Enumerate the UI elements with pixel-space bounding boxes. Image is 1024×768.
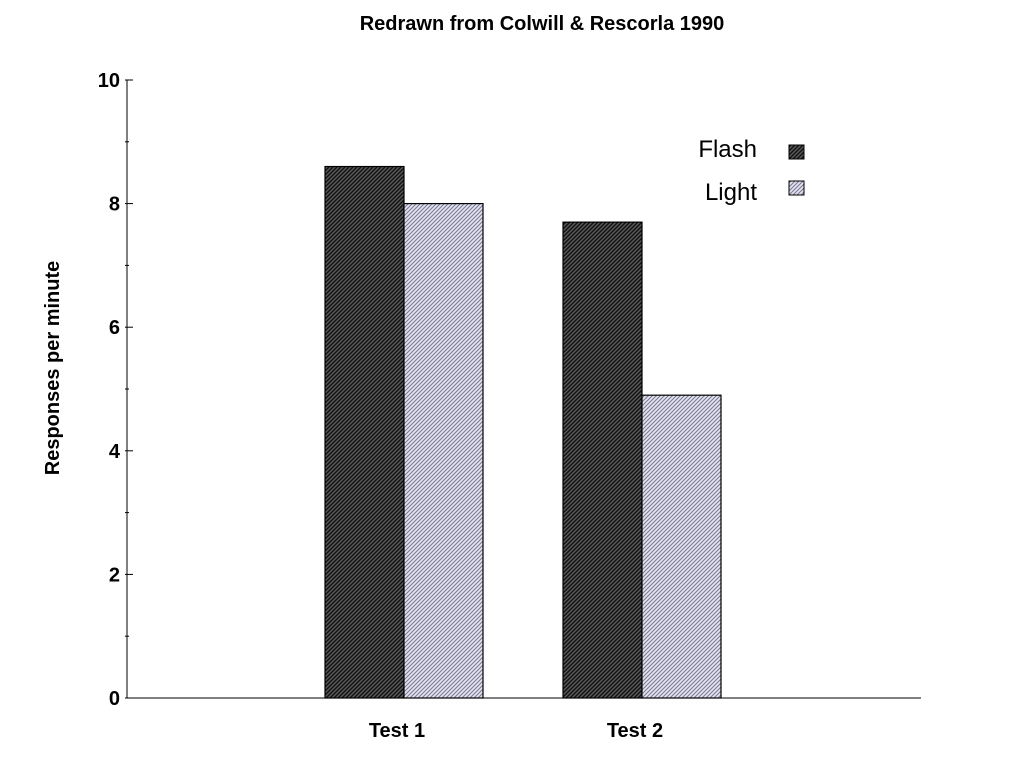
legend-label-light: Light bbox=[705, 179, 757, 206]
y-tick-label: 8 bbox=[109, 194, 120, 216]
x-tick-label: Test 1 bbox=[369, 720, 425, 742]
y-tick-label: 0 bbox=[109, 688, 120, 710]
legend: Flash Light bbox=[698, 136, 805, 206]
x-tick-label: Test 2 bbox=[607, 720, 663, 742]
chart-title: Redrawn from Colwill & Rescorla 1990 bbox=[360, 13, 725, 35]
bars-group bbox=[324, 165, 722, 699]
y-axis-label: Responses per minute bbox=[42, 261, 64, 476]
bar-light-test-1 bbox=[403, 203, 484, 699]
y-tick-label: 4 bbox=[109, 441, 121, 463]
y-tick-label: 2 bbox=[109, 564, 120, 586]
legend-swatch-light bbox=[788, 180, 805, 196]
y-axis: 0 2 4 6 8 10 bbox=[98, 70, 133, 710]
legend-label-flash: Flash bbox=[698, 136, 757, 163]
y-tick-label: 6 bbox=[109, 317, 120, 339]
bar-light-test-2 bbox=[641, 394, 722, 699]
category-labels: Test 1 Test 2 bbox=[369, 720, 663, 742]
y-tick-label: 10 bbox=[98, 70, 120, 92]
legend-swatch-flash bbox=[788, 144, 805, 160]
bar-flash-test-2 bbox=[562, 221, 643, 699]
bar-flash-test-1 bbox=[324, 165, 405, 699]
